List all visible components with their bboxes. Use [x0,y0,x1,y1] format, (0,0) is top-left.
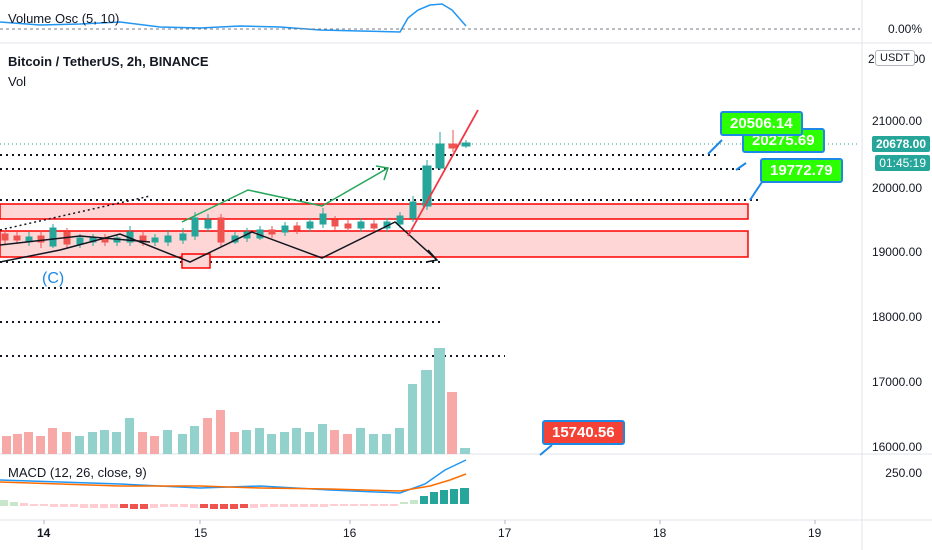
volume-osc-value: 0.00% [887,22,922,36]
currency-selector-button[interactable]: USDT [875,50,915,66]
time-axis-label: 19 [808,526,822,540]
price-axis-label: 17000.00 [871,375,922,389]
price-axis-partial-label-end: 00 [912,52,926,66]
signal-line [0,473,467,492]
price-callout-badge[interactable]: 15740.56 [542,420,625,445]
badge-pointers [539,139,763,456]
volume-osc-label[interactable]: Volume Osc (5, 10) [8,11,120,26]
time-axis-ticks [43,520,816,524]
time-axis-label: 14 [37,526,51,540]
dotted-trend-line [0,195,151,231]
macd-label[interactable]: MACD (12, 26, close, 9) [8,465,147,480]
time-axis-label: 15 [194,526,208,540]
price-callout-badge[interactable]: 19772.79 [760,158,843,183]
dotted-levels [0,154,760,357]
red-trend-line [407,109,479,237]
support-zone[interactable] [0,230,749,258]
small-zone[interactable] [181,253,211,269]
resistance-zone[interactable] [0,203,749,220]
price-axis-label: 19000.00 [871,245,922,259]
bar-countdown-tag: 01:45:19 [875,155,930,171]
price-axis-partial-label: 2 [868,52,875,66]
time-axis-label: 16 [343,526,357,540]
current-price-tag: 20678.00 [871,136,930,152]
green-projection-arrow [181,165,389,223]
price-axis-label: 16000.00 [871,440,922,454]
macd-axis-label: 250.00 [885,466,922,480]
macd-histogram [0,488,469,509]
black-projection-arrow [0,221,439,263]
symbol-title[interactable]: Bitcoin / TetherUS, 2h, BINANCE [8,54,209,69]
time-axis-label: 17 [498,526,512,540]
price-axis-label: 18000.00 [871,310,922,324]
volume-bars [2,348,470,454]
time-axis-label: 18 [653,526,667,540]
price-axis-label: 21000.00 [871,114,922,128]
price-callout-badge[interactable]: 20506.14 [720,111,803,136]
price-axis-label: 20000.00 [871,181,922,195]
volume-osc-line [0,3,860,33]
volume-label[interactable]: Vol [8,74,27,89]
wave-label: (C) [42,270,65,287]
